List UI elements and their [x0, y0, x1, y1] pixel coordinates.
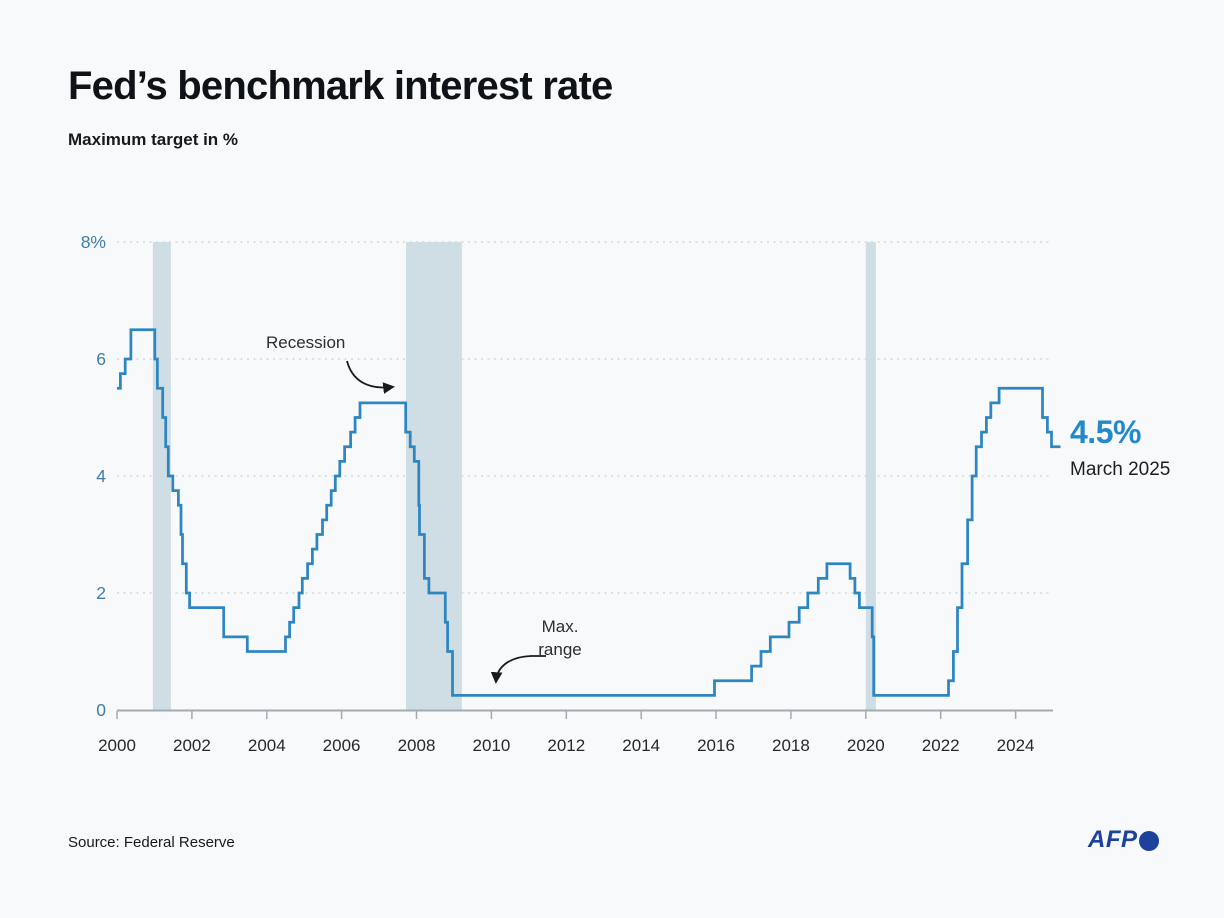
max-range-label-line1: Max. — [541, 617, 579, 636]
y-tick-label: 2 — [96, 583, 106, 603]
x-axis — [116, 709, 1053, 719]
y-tick-label: 0 — [96, 700, 106, 720]
x-tick-label: 2020 — [847, 736, 885, 755]
x-tick-label: 2012 — [547, 736, 585, 755]
page-subtitle: Maximum target in % — [68, 130, 239, 149]
x-tick-label: 2022 — [922, 736, 960, 755]
x-tick-label: 2006 — [323, 736, 361, 755]
gridlines — [117, 241, 1053, 594]
x-tick-label: 2014 — [622, 736, 660, 755]
recession-band — [865, 242, 876, 711]
x-tick-label: 2024 — [997, 736, 1035, 755]
y-tick-label: 4 — [96, 466, 106, 486]
max-range-label: Max. range — [518, 616, 602, 662]
recession-arrow — [346, 360, 395, 394]
max-range-arrow — [490, 655, 546, 684]
x-tick-label: 2004 — [248, 736, 286, 755]
afp-logo: AFP — [1088, 826, 1159, 854]
recession-band — [406, 242, 462, 711]
recession-label: Recession — [266, 333, 346, 352]
max-range-label-line2: range — [538, 639, 582, 659]
page-title: Fed’s benchmark interest rate — [68, 64, 613, 108]
y-tick-label: 6 — [96, 349, 106, 369]
x-tick-label: 2002 — [173, 736, 211, 755]
x-tick-label: 2018 — [772, 736, 810, 755]
y-axis-labels: 8% 6 4 2 0 — [81, 232, 107, 720]
y-tick-label: 8% — [81, 232, 106, 252]
source-note: Source: Federal Reserve — [68, 834, 235, 851]
x-tick-label: 2016 — [697, 736, 735, 755]
latest-rate-date: March 2025 — [1070, 459, 1171, 480]
latest-rate-value: 4.5% — [1070, 414, 1141, 450]
x-axis-labels: 2000 2002 2004 2006 2008 2010 2012 2014 2016 2018… — [98, 736, 1034, 755]
rate-step-line — [117, 328, 1061, 697]
afp-logo-dot-icon — [1138, 831, 1159, 851]
x-tick-label: 2008 — [398, 736, 436, 755]
x-tick-label: 2000 — [98, 736, 136, 755]
afp-logo-text: AFP — [1088, 826, 1138, 853]
x-tick-label: 2010 — [472, 736, 510, 755]
